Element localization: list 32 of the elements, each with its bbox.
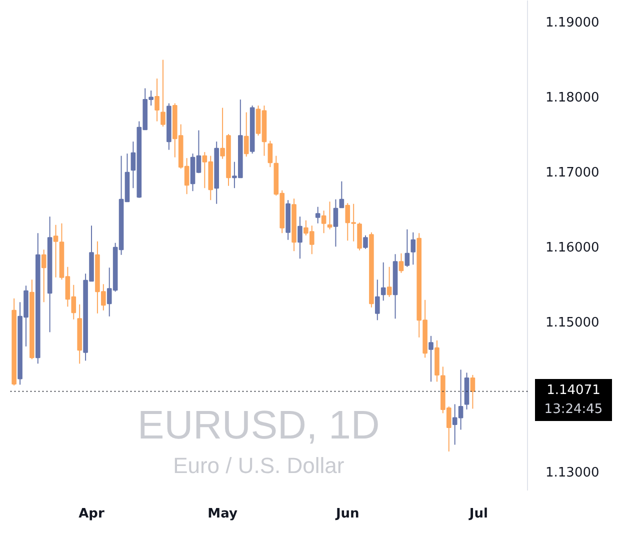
y-tick-label: 1.15000 <box>546 316 600 331</box>
candlestick <box>321 210 326 234</box>
y-tick-label: 1.19000 <box>546 16 600 31</box>
y-tick-label: 1.18000 <box>546 90 600 106</box>
candlestick <box>470 374 476 410</box>
candlestick <box>315 206 320 224</box>
candlestick <box>160 59 166 128</box>
candlestick <box>298 216 302 260</box>
candlestick <box>363 234 368 250</box>
x-tick-label: May <box>208 506 238 522</box>
candlestick <box>41 249 46 303</box>
candlestick <box>374 279 380 321</box>
candlestick <box>404 228 410 268</box>
candlestick <box>268 140 273 168</box>
candlestick <box>327 201 332 230</box>
x-tick-label: Jun <box>334 506 360 522</box>
candlestick <box>398 252 404 274</box>
candlestick <box>410 232 416 266</box>
candlestick <box>244 112 249 158</box>
candlestick <box>154 78 160 122</box>
x-tick-label: Apr <box>78 506 105 522</box>
y-tick-label: 1.16000 <box>546 240 600 256</box>
x-tick-label: Jul <box>468 506 488 522</box>
candlestick <box>339 180 344 208</box>
candlestick <box>428 335 434 382</box>
candlestick <box>333 198 338 248</box>
y-tick-label: 1.17000 <box>546 166 600 181</box>
text: 13:24:45 <box>543 401 604 419</box>
candlestick <box>386 266 392 298</box>
ref-line-label: 1.14071 <box>546 382 602 400</box>
y-tick-label: 1.13000 <box>546 466 600 481</box>
candlestick <box>380 262 386 302</box>
